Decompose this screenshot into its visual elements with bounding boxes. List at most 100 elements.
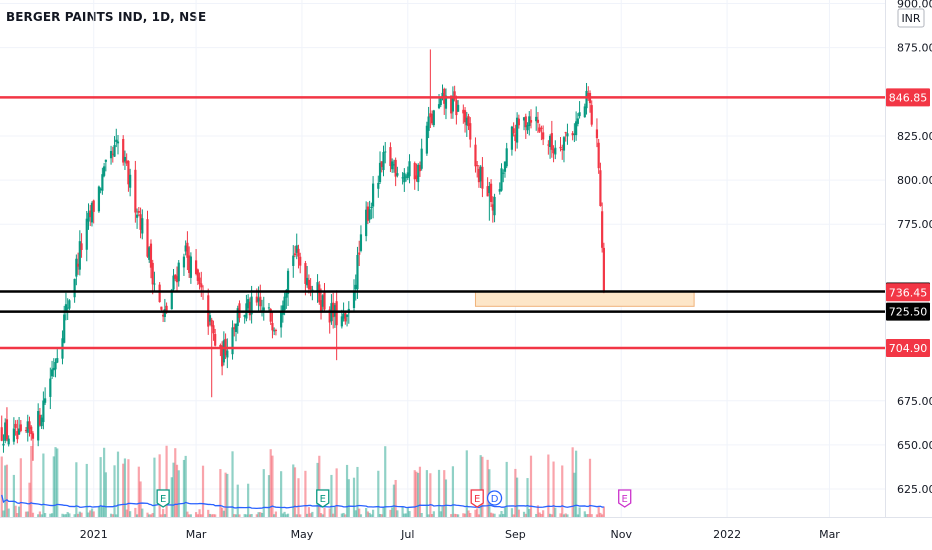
event-marker: E xyxy=(156,489,170,508)
candle-body xyxy=(247,299,250,309)
candle-body xyxy=(163,309,166,317)
candle-body xyxy=(469,123,472,140)
volume-bar xyxy=(19,458,22,517)
candle-body xyxy=(226,350,229,358)
candle-body xyxy=(307,279,310,290)
candle-body xyxy=(366,206,369,221)
candle-body xyxy=(129,174,132,188)
candle-body xyxy=(262,307,265,312)
price-tick-label: 825.00 xyxy=(897,130,932,143)
volume-bar xyxy=(61,513,64,517)
candle-body xyxy=(7,438,10,445)
volume-bar xyxy=(477,514,481,517)
volume-bar xyxy=(408,511,411,517)
candle-body xyxy=(432,110,435,126)
volume-bar xyxy=(44,513,47,517)
volume-bar xyxy=(201,465,205,517)
volume-bar xyxy=(299,514,302,517)
candle-body xyxy=(561,148,564,150)
candle-body xyxy=(186,242,189,258)
candle-body xyxy=(236,308,239,327)
volume-bar xyxy=(177,470,180,517)
volume-bar xyxy=(418,466,422,517)
candle-body xyxy=(332,302,335,318)
volume-bar xyxy=(28,482,31,517)
volume-bar xyxy=(17,506,21,517)
candle-body xyxy=(340,316,343,327)
candle-body xyxy=(491,204,494,211)
time-tick-label: 2022 xyxy=(713,528,741,541)
candle-body xyxy=(451,96,455,112)
volume-bar xyxy=(564,513,567,517)
candle-body xyxy=(391,161,394,170)
candle-body xyxy=(427,116,430,131)
volume-bar xyxy=(590,514,593,517)
candle-body xyxy=(267,307,271,309)
volume-bar xyxy=(463,513,467,517)
volume-bar xyxy=(109,513,113,517)
candle-body xyxy=(323,290,326,310)
candle-body xyxy=(498,189,501,192)
candle-body xyxy=(420,148,423,169)
volume-bar xyxy=(162,508,165,517)
candle-body xyxy=(49,378,52,397)
volume-bar xyxy=(49,513,52,517)
volume-bar xyxy=(588,458,592,517)
volume-bar xyxy=(127,459,130,517)
volume-bar xyxy=(280,471,283,517)
volume-bar xyxy=(7,508,10,517)
currency-badge-label: INR xyxy=(901,12,920,25)
candle-body xyxy=(576,118,579,124)
volume-bar xyxy=(311,511,314,517)
candle-body xyxy=(274,330,278,332)
candle-body xyxy=(430,113,434,124)
volume-bar xyxy=(12,474,15,517)
event-marker: E xyxy=(470,489,484,508)
volume-bar xyxy=(559,513,562,517)
candle-body xyxy=(304,263,307,284)
volume-bar xyxy=(455,514,458,517)
volume-bar xyxy=(536,505,540,517)
candle-body xyxy=(345,314,349,317)
volume-bar xyxy=(146,512,149,517)
candle-body xyxy=(162,314,165,317)
volume-bar xyxy=(444,479,448,517)
volume-bar xyxy=(87,512,90,517)
candle-body xyxy=(153,283,156,285)
candle-body xyxy=(457,104,460,112)
volume-bar xyxy=(486,459,489,517)
volume-bar xyxy=(535,513,538,517)
candle-body xyxy=(382,152,385,171)
candle-body xyxy=(595,129,599,139)
volume-bar xyxy=(538,512,541,517)
volume-bar xyxy=(123,458,127,517)
candle-body xyxy=(564,132,567,134)
volume-bar xyxy=(571,447,574,517)
volume-bar xyxy=(293,467,297,517)
candle-body xyxy=(517,118,520,126)
candle-body xyxy=(78,241,81,270)
volume-bar xyxy=(285,514,288,517)
volume-bar xyxy=(165,445,168,517)
volume-bar xyxy=(30,445,33,517)
volume-bar xyxy=(528,509,531,517)
volume-bar xyxy=(245,514,248,517)
volume-bar xyxy=(182,459,186,517)
volume-bar xyxy=(38,511,42,517)
candle-body xyxy=(12,428,15,442)
candle-body xyxy=(101,174,104,191)
volume-bar xyxy=(503,507,507,517)
volume-bar xyxy=(425,470,428,517)
volume-bar xyxy=(134,507,137,517)
volume-bar xyxy=(479,455,482,517)
currency-badge: INR xyxy=(897,8,925,28)
volume-bar xyxy=(104,472,107,517)
volume-bar xyxy=(342,512,345,517)
candle-body xyxy=(233,327,236,330)
candle-body xyxy=(529,120,533,123)
candle-body xyxy=(158,284,161,303)
candle-body xyxy=(512,128,515,134)
volume-bar xyxy=(514,468,517,517)
volume-bar xyxy=(200,514,203,517)
